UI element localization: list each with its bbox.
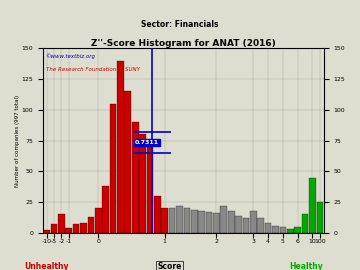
Bar (257, 218, 264, 233)
Bar (102, 186, 109, 233)
Bar (235, 216, 242, 233)
Bar (294, 227, 301, 233)
Bar (154, 196, 161, 233)
Text: Unhealthy: Unhealthy (24, 262, 69, 270)
Bar (66, 228, 72, 233)
Bar (51, 224, 57, 233)
Bar (161, 208, 168, 233)
Bar (250, 211, 257, 233)
Bar (73, 224, 80, 233)
Bar (272, 225, 279, 233)
Bar (87, 217, 94, 233)
Bar (302, 214, 309, 233)
Y-axis label: Number of companies (997 total): Number of companies (997 total) (15, 94, 20, 187)
Bar (132, 122, 139, 233)
Bar (125, 91, 131, 233)
Bar (243, 218, 249, 233)
Text: Score: Score (157, 262, 181, 270)
Text: ©www.textbiz.org: ©www.textbiz.org (46, 54, 96, 59)
Bar (191, 210, 198, 233)
Bar (265, 223, 271, 233)
Bar (287, 229, 294, 233)
Bar (228, 211, 234, 233)
Bar (280, 227, 286, 233)
Bar (213, 213, 220, 233)
Bar (95, 208, 102, 233)
Bar (139, 134, 146, 233)
Text: Sector: Financials: Sector: Financials (141, 20, 219, 29)
Bar (220, 206, 227, 233)
Bar (117, 60, 124, 233)
Bar (198, 211, 205, 233)
Bar (184, 208, 190, 233)
Bar (80, 223, 87, 233)
Text: The Research Foundation of SUNY: The Research Foundation of SUNY (46, 67, 140, 72)
Title: Z''-Score Histogram for ANAT (2016): Z''-Score Histogram for ANAT (2016) (91, 39, 275, 48)
Bar (309, 178, 316, 233)
Text: Healthy: Healthy (289, 262, 323, 270)
Bar (206, 212, 212, 233)
Bar (316, 202, 323, 233)
Bar (169, 208, 175, 233)
Bar (43, 231, 50, 233)
Bar (176, 206, 183, 233)
Bar (147, 141, 153, 233)
Bar (58, 214, 65, 233)
Bar (110, 104, 116, 233)
Text: 0.7311: 0.7311 (135, 140, 159, 145)
